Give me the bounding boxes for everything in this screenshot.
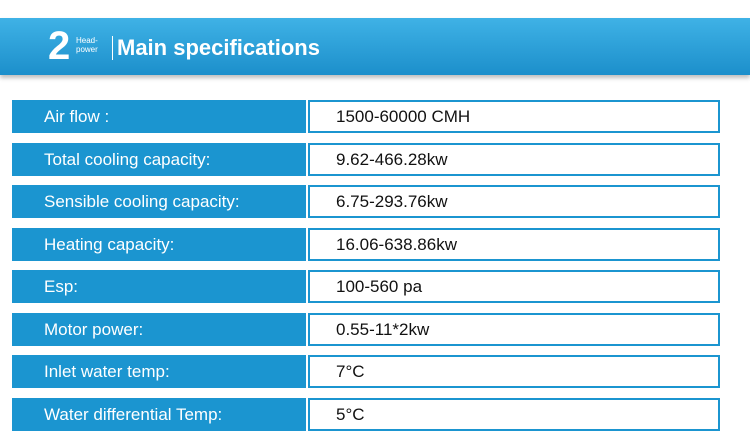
- spec-label: Water differential Temp:: [12, 397, 306, 431]
- spec-value: 1500-60000 CMH: [308, 100, 720, 133]
- spec-value: 7°C: [308, 355, 720, 388]
- spec-value: 0.55-11*2kw: [308, 312, 720, 346]
- header-band: 2 Head- power Main specifications: [0, 18, 750, 75]
- spec-row: Motor power: 0.55-11*2kw: [12, 312, 720, 346]
- spec-label: Motor power:: [12, 312, 306, 346]
- spec-value: 16.06-638.86kw: [308, 227, 720, 261]
- spec-value: 9.62-466.28kw: [308, 142, 720, 176]
- tag-line: Head-: [76, 36, 98, 45]
- spec-value: 6.75-293.76kw: [308, 185, 720, 218]
- spec-row: Water differential Temp: 5°C: [12, 397, 720, 431]
- spec-label: Total cooling capacity:: [12, 142, 306, 176]
- section-title: Main specifications: [117, 35, 320, 60]
- spec-value: 5°C: [308, 397, 720, 431]
- tag-line: power: [76, 45, 98, 54]
- spec-row: Inlet water temp: 7°C: [12, 355, 720, 388]
- spec-row: Esp: 100-560 pa: [12, 270, 720, 303]
- separator: [112, 36, 113, 60]
- spec-label: Sensible cooling capacity:: [12, 185, 306, 218]
- spec-label: Inlet water temp:: [12, 355, 306, 388]
- spec-row: Air flow :1500-60000 CMH: [12, 100, 720, 133]
- section-tag: Head- power: [76, 36, 98, 54]
- spec-label: Heating capacity:: [12, 227, 306, 261]
- spec-label: Esp:: [12, 270, 306, 303]
- spec-row: Heating capacity: 16.06-638.86kw: [12, 227, 720, 261]
- spec-row: Sensible cooling capacity: 6.75-293.76kw: [12, 185, 720, 218]
- spec-value: 100-560 pa: [308, 270, 720, 303]
- spec-row: Total cooling capacity: 9.62-466.28kw: [12, 142, 720, 176]
- section-number: 2: [48, 24, 71, 68]
- spec-label: Air flow :: [12, 100, 306, 133]
